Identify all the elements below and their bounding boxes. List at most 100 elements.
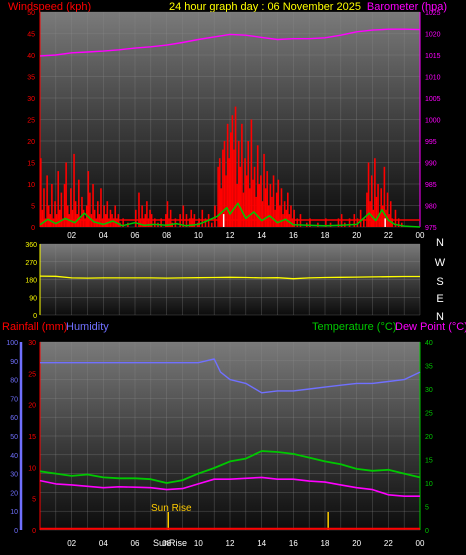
wind-bar	[220, 188, 223, 227]
wind-bar	[382, 205, 384, 227]
wind-bar	[363, 218, 365, 227]
wind-bar	[228, 158, 231, 227]
wind-bar	[401, 222, 403, 227]
wind-bar	[139, 218, 142, 227]
wind-bar	[87, 171, 90, 227]
wind-bar	[279, 205, 281, 227]
wind-axis-tick: 50	[27, 10, 35, 17]
wind-bar	[296, 218, 299, 227]
wind-bar	[241, 123, 243, 227]
temperature-panel-xtick: 18	[321, 539, 330, 548]
barometer-axis-tick: 980	[425, 204, 437, 211]
barometer-line	[39, 28, 421, 57]
rainfall-label: Rainfall (mm)	[2, 321, 67, 333]
wind-bar	[247, 141, 250, 227]
wind-bar	[174, 218, 177, 227]
wind-bar	[397, 218, 400, 227]
wind-bar	[141, 205, 143, 227]
wind-bar	[114, 205, 117, 227]
dewpoint-label: Dew Point (°C)	[395, 321, 466, 333]
wind-bar	[147, 218, 150, 227]
wind-bar	[239, 166, 242, 227]
rainfall-axis-tick: 0	[32, 528, 36, 535]
wind-bar	[231, 115, 234, 227]
wind-panel-xtick: 00	[416, 231, 425, 240]
wind-bar	[217, 166, 219, 227]
compass-label: E	[436, 293, 443, 305]
temperature-panel-xtick: 20	[352, 539, 361, 548]
wind-bar	[70, 188, 72, 227]
wind-panel-xtick: 12	[226, 231, 235, 240]
gust-line	[39, 202, 421, 228]
wind-bar	[277, 179, 280, 227]
wind-bar	[218, 158, 221, 227]
wind-panel-xtick: 14	[257, 231, 266, 240]
temperature-panel-xtick: 22	[384, 539, 393, 548]
temperature-axis-tick: 15	[425, 458, 433, 465]
wind-bar	[394, 209, 397, 227]
wind-bar	[146, 201, 148, 227]
wind-panel-xtick: 10	[194, 231, 203, 240]
wind-bar	[57, 171, 60, 227]
rainfall-axis-tick: 20	[28, 403, 36, 410]
wind-bar	[226, 123, 229, 227]
wind-axis-tick: 40	[27, 53, 35, 60]
marks-layer	[39, 28, 421, 530]
direction-axis-tick: 180	[25, 278, 37, 285]
wind-bar	[154, 218, 156, 227]
temperature-axis-tick: 5	[425, 505, 429, 512]
wind-bar	[93, 209, 96, 227]
humidity-axis-tick: 30	[10, 472, 18, 479]
temperature-panel-xtick: 16	[289, 539, 298, 548]
wind-bar	[283, 201, 286, 227]
wind-bar	[198, 218, 200, 227]
wind-axis-tick: 45	[27, 32, 35, 39]
wind-bar	[79, 218, 82, 227]
humidity-axis-tick: 100	[6, 340, 18, 347]
wind-bar	[188, 218, 191, 227]
wind-bar	[258, 184, 261, 227]
wind-bar	[253, 166, 256, 227]
barometer-axis-tick: 1010	[425, 75, 441, 82]
barometer-axis-tick: 990	[425, 161, 437, 168]
wind-bar	[260, 175, 262, 227]
wind-bar	[287, 192, 289, 227]
wind-bar	[383, 166, 386, 227]
wind-bar	[109, 209, 112, 227]
wind-bar	[59, 209, 61, 227]
rainfall-axis-tick: 10	[28, 465, 36, 472]
humidity-axis-tick: 80	[10, 378, 18, 385]
compass-label: S	[436, 276, 443, 288]
temperature-panel-xtick: 06	[131, 539, 140, 548]
wind-bar	[386, 192, 389, 227]
wind-bar	[366, 192, 368, 227]
wind-bar	[201, 209, 204, 227]
wind-bar	[192, 218, 194, 227]
wind-bar	[255, 196, 257, 227]
wind-axis-tick: 25	[27, 118, 35, 125]
wind-bar	[261, 201, 264, 227]
humidity-axis-tick: 50	[10, 434, 18, 441]
humidity-line	[40, 358, 421, 394]
wind-bar	[103, 205, 105, 227]
wind-bar	[245, 175, 248, 227]
wind-axis-tick: 0	[31, 225, 35, 232]
compass-label: N	[436, 237, 444, 249]
temperature-panel-xtick: 14	[257, 539, 266, 548]
wind-bar	[81, 196, 83, 227]
wind-bar	[214, 205, 216, 227]
dewpoint-line	[39, 476, 420, 498]
direction-axis-tick: 360	[25, 242, 37, 249]
wind-bar	[169, 209, 172, 227]
barometer-axis-tick: 1000	[425, 118, 441, 125]
wind-bar	[234, 106, 237, 227]
wind-panel-xtick: 18	[321, 231, 330, 240]
wind-bar	[62, 218, 64, 227]
wind-axis-tick: 15	[27, 161, 35, 168]
direction-axis-tick: 270	[25, 260, 37, 267]
wind-bar	[135, 209, 137, 227]
wind-bar	[112, 218, 115, 227]
graph-title: 24 hour graph day : 06 November 2025	[169, 1, 361, 13]
temperature-panel-xtick: 02	[67, 539, 76, 548]
